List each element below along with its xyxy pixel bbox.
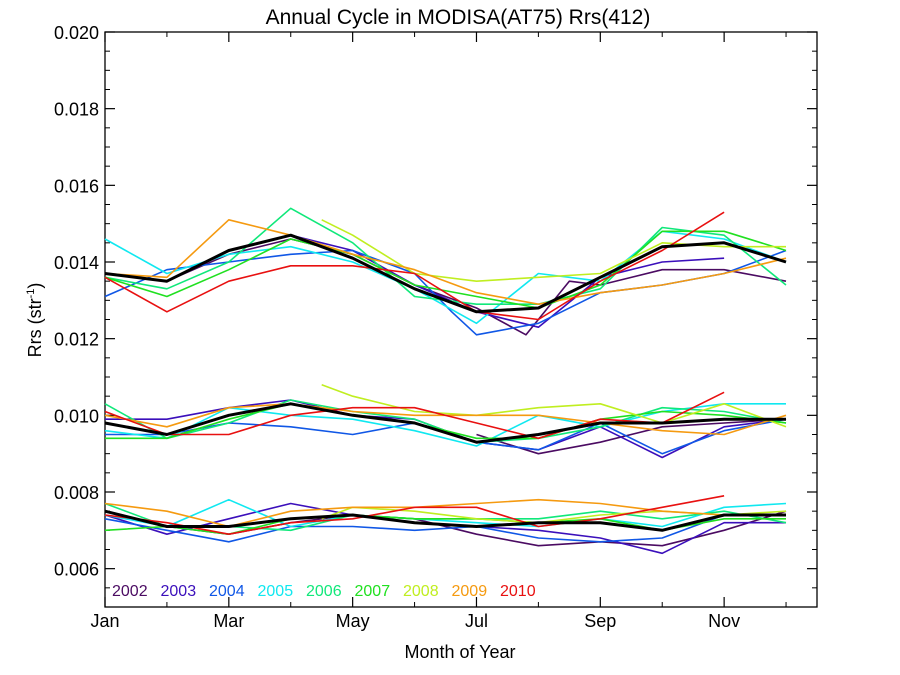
series-line-2010-group-0 <box>104 211 725 321</box>
y-axis-label-main: Rrs (str <box>25 298 45 357</box>
y-tick-label-5: 0.016 <box>54 176 99 196</box>
series-line-2002-group-0 <box>104 238 787 336</box>
legend-item-2009: 2009 <box>452 583 488 600</box>
legend-item-2007: 2007 <box>355 583 391 600</box>
x-tick-label-5: Nov <box>708 611 740 631</box>
y-tick-label-6: 0.018 <box>54 100 99 120</box>
series-line-2006-group-0 <box>104 207 787 306</box>
series-line-2005-group-0 <box>104 230 787 325</box>
series-line-2007-group-0 <box>104 230 787 309</box>
series-line-2009-group-2 <box>104 498 786 528</box>
y-tick-label-0: 0.006 <box>54 560 99 580</box>
y-axis-label: Rrs (str-1) <box>25 283 45 358</box>
y-axis-label-tail: ) <box>25 283 45 289</box>
legend-item-2004: 2004 <box>209 583 245 600</box>
x-axis: Jan Mar May Jul Sep Nov <box>90 32 787 631</box>
legend-item-2010: 2010 <box>500 583 536 600</box>
series-line-2005-group-1 <box>104 402 786 447</box>
series-line-mean-group-0 <box>104 233 787 314</box>
series-line-mean-group-2 <box>104 509 786 532</box>
y-tick-label-1: 0.008 <box>54 483 99 503</box>
y-axis-label-superscript: -1 <box>25 289 37 299</box>
legend-item-2003: 2003 <box>161 583 197 600</box>
x-tick-label-0: Jan <box>90 611 119 631</box>
y-tick-label-2: 0.010 <box>54 406 99 426</box>
x-tick-label-2: May <box>336 611 370 631</box>
series-line-2004-group-1 <box>105 418 787 455</box>
legend: 2002 2003 2004 2005 2006 2007 2008 2009 2010 <box>112 583 536 600</box>
series-line-2008-group-1 <box>321 383 787 428</box>
series-line-2007-group-1 <box>105 402 787 440</box>
series-line-mean-group-1 <box>104 402 786 444</box>
chart-title: Annual Cycle in MODISA(AT75) Rrs(412) <box>266 6 651 29</box>
series-line-2009-group-0 <box>104 219 787 306</box>
series-line-2010-group-1 <box>104 391 725 440</box>
series-line-2004-group-2 <box>104 514 786 543</box>
y-tick-label-3: 0.012 <box>54 330 99 350</box>
x-axis-label: Month of Year <box>404 642 515 662</box>
y-axis: 0.006 0.008 0.010 0.012 0.014 0.016 0.018 0.020 <box>54 23 817 589</box>
y-tick-label-4: 0.014 <box>54 253 99 273</box>
x-tick-label-4: Sep <box>584 611 616 631</box>
legend-item-2002: 2002 <box>112 583 148 600</box>
series-layer <box>104 207 787 555</box>
series-line-2002-group-1 <box>476 418 787 455</box>
legend-item-2005: 2005 <box>258 583 294 600</box>
legend-item-2008: 2008 <box>403 583 439 600</box>
x-tick-label-3: Jul <box>465 611 488 631</box>
x-tick-label-1: Mar <box>213 611 244 631</box>
series-line-2005-group-2 <box>104 498 787 528</box>
y-tick-label-7: 0.020 <box>54 23 99 43</box>
series-line-2010-group-2 <box>104 495 725 536</box>
legend-item-2006: 2006 <box>306 583 342 600</box>
